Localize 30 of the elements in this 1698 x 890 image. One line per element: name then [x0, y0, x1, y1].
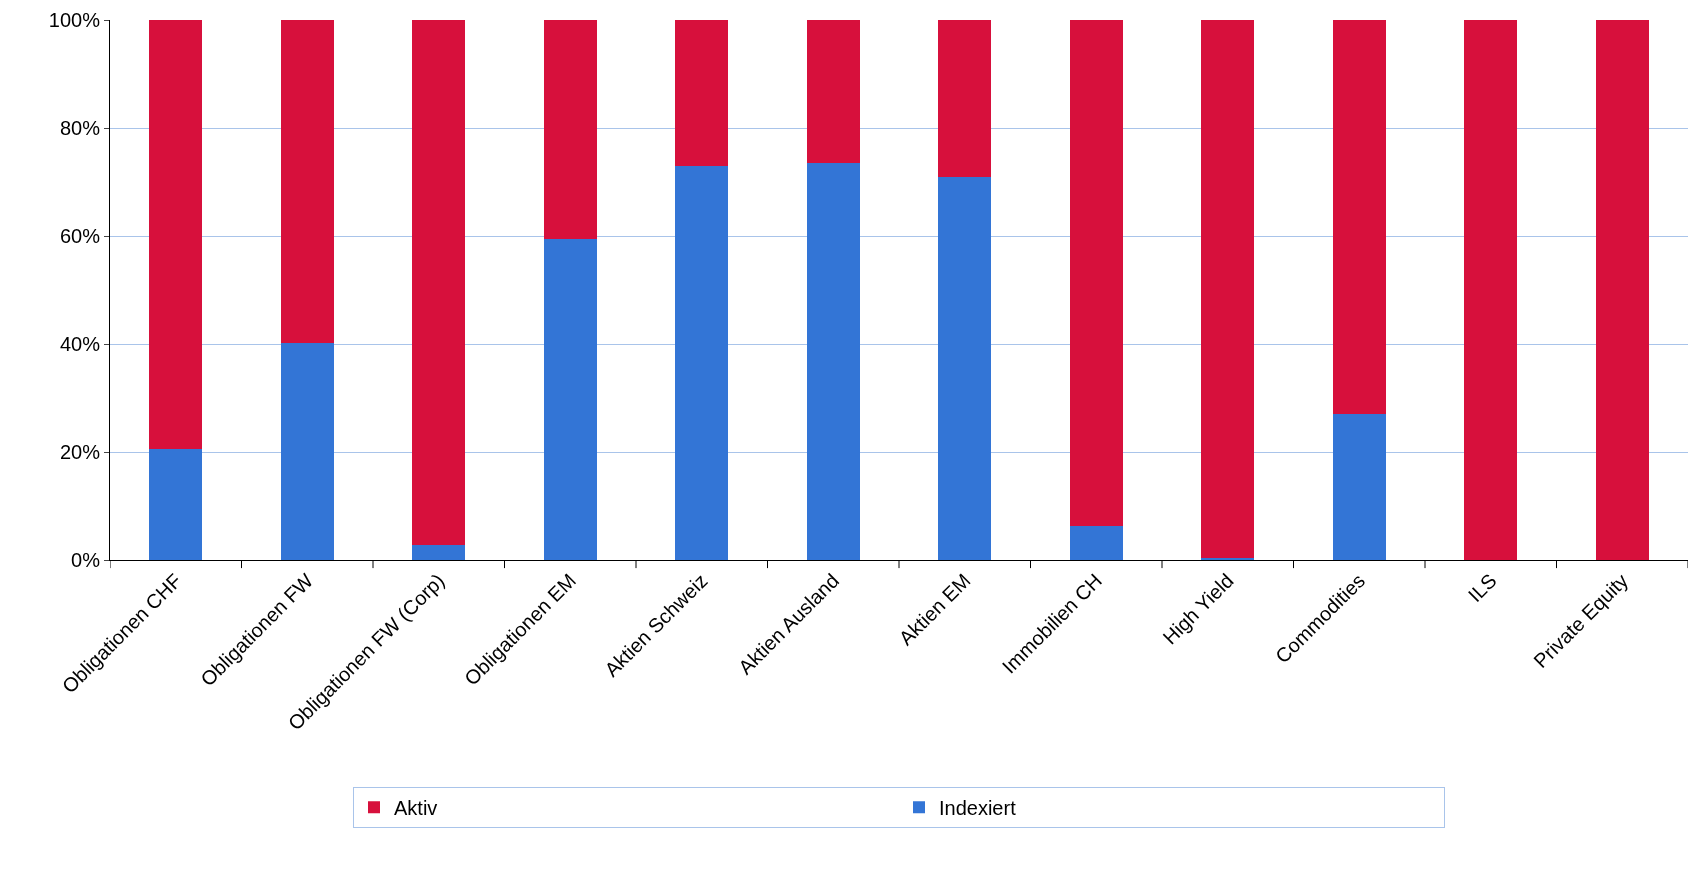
- bar: [543, 239, 597, 560]
- bar: [543, 20, 597, 240]
- bar: [1201, 20, 1255, 559]
- y-tick-label: 60%: [59, 225, 101, 247]
- y-tick-label: 80%: [59, 117, 101, 139]
- bar: [1332, 20, 1386, 415]
- bar: [149, 449, 203, 560]
- bar: [149, 20, 203, 450]
- bar: [675, 20, 729, 166]
- bar: [806, 20, 860, 163]
- bar: [675, 165, 729, 560]
- bar: [1069, 20, 1123, 526]
- bar: [938, 20, 992, 177]
- legend-label: Indexiert: [939, 797, 1017, 820]
- y-tick-label: 40%: [59, 333, 101, 355]
- bar: [280, 342, 334, 560]
- bar: [1332, 414, 1386, 560]
- bar: [412, 544, 466, 560]
- y-tick-label: 100%: [48, 9, 101, 31]
- bar: [1595, 20, 1649, 560]
- bar: [938, 176, 992, 560]
- bar: [1069, 525, 1123, 560]
- x-tick-label: ILS: [1463, 569, 1501, 607]
- bar: [806, 162, 860, 560]
- bar: [1464, 20, 1518, 560]
- bar: [412, 20, 466, 545]
- legend-label: Aktiv: [394, 797, 438, 820]
- y-tick-label: 20%: [59, 441, 101, 463]
- bar: [280, 20, 334, 343]
- y-tick-label: 0%: [71, 549, 101, 571]
